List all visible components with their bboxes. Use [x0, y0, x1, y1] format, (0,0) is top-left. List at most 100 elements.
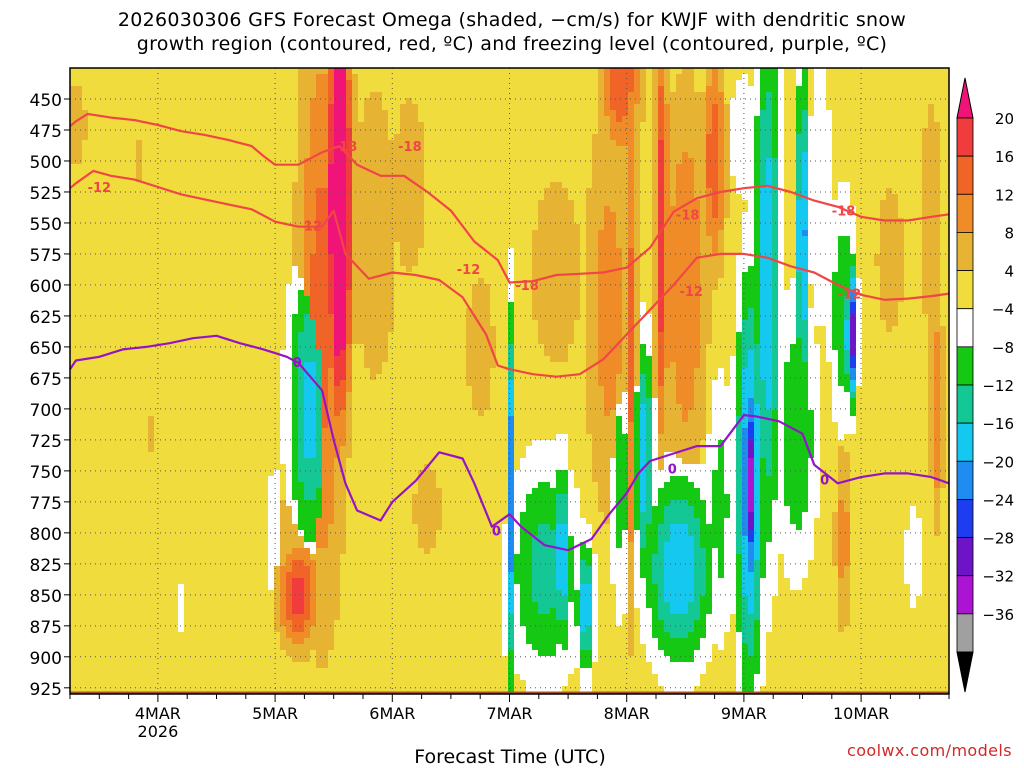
omega-cell	[112, 392, 118, 398]
omega-cell	[280, 206, 286, 212]
omega-cell	[310, 284, 316, 290]
omega-cell	[316, 632, 322, 638]
omega-cell	[214, 326, 220, 332]
omega-cell	[352, 98, 358, 104]
omega-cell	[238, 668, 244, 674]
omega-cell	[214, 188, 220, 194]
omega-cell	[76, 272, 82, 278]
omega-cell	[232, 140, 238, 146]
omega-cell	[310, 116, 316, 122]
omega-cell	[208, 554, 214, 560]
omega-cell	[340, 410, 346, 416]
omega-cell	[196, 452, 202, 458]
omega-cell	[154, 524, 160, 530]
omega-cell	[250, 626, 256, 632]
omega-cell	[346, 638, 352, 644]
omega-cell	[118, 356, 124, 362]
omega-cell	[154, 494, 160, 500]
omega-cell	[184, 644, 190, 650]
omega-cell	[220, 500, 226, 506]
omega-cell	[328, 410, 334, 416]
omega-cell	[172, 128, 178, 134]
omega-cell	[124, 686, 130, 692]
omega-cell	[322, 296, 328, 302]
omega-cell	[274, 128, 280, 134]
omega-cell	[178, 182, 184, 188]
omega-cell	[106, 524, 112, 530]
omega-cell	[226, 248, 232, 254]
omega-cell	[262, 488, 268, 494]
omega-cell	[70, 80, 76, 86]
omega-cell	[322, 110, 328, 116]
omega-cell	[178, 314, 184, 320]
omega-cell	[298, 302, 304, 308]
omega-cell	[166, 104, 172, 110]
omega-cell	[250, 224, 256, 230]
omega-cell	[118, 644, 124, 650]
omega-cell	[232, 128, 238, 134]
omega-cell	[88, 260, 94, 266]
omega-cell	[124, 374, 130, 380]
omega-cell	[256, 644, 262, 650]
omega-cell	[196, 140, 202, 146]
omega-cell	[352, 80, 358, 86]
omega-cell	[148, 146, 154, 152]
omega-cell	[142, 668, 148, 674]
omega-cell	[292, 566, 298, 572]
omega-cell	[322, 176, 328, 182]
omega-cell	[166, 128, 172, 134]
omega-cell	[208, 500, 214, 506]
omega-cell	[202, 608, 208, 614]
omega-cell	[106, 122, 112, 128]
omega-cell	[346, 506, 352, 512]
omega-cell	[124, 188, 130, 194]
omega-cell	[100, 620, 106, 626]
omega-cell	[124, 158, 130, 164]
omega-cell	[268, 638, 274, 644]
omega-cell	[106, 236, 112, 242]
omega-cell	[178, 212, 184, 218]
omega-cell	[142, 188, 148, 194]
omega-cell	[166, 284, 172, 290]
omega-cell	[322, 116, 328, 122]
omega-cell	[328, 332, 334, 338]
omega-cell	[70, 242, 76, 248]
omega-cell	[118, 398, 124, 404]
omega-cell	[118, 386, 124, 392]
omega-cell	[274, 308, 280, 314]
omega-cell	[70, 434, 76, 440]
omega-cell	[82, 554, 88, 560]
omega-cell	[352, 602, 358, 608]
omega-cell	[346, 632, 352, 638]
omega-cell	[136, 164, 142, 170]
omega-cell	[280, 326, 286, 332]
omega-cell	[280, 608, 286, 614]
omega-cell	[136, 374, 142, 380]
omega-cell	[208, 542, 214, 548]
omega-cell	[340, 668, 346, 674]
omega-cell	[250, 434, 256, 440]
omega-cell	[160, 224, 166, 230]
omega-cell	[118, 338, 124, 344]
omega-cell	[208, 308, 214, 314]
omega-cell	[148, 320, 154, 326]
omega-cell	[328, 476, 334, 482]
omega-cell	[358, 116, 364, 122]
omega-cell	[136, 212, 142, 218]
omega-cell	[316, 674, 322, 680]
omega-cell	[208, 188, 214, 194]
omega-cell	[220, 368, 226, 374]
omega-cell	[142, 518, 148, 524]
omega-cell	[184, 248, 190, 254]
omega-cell	[340, 326, 346, 332]
omega-cell	[76, 494, 82, 500]
omega-cell	[142, 236, 148, 242]
omega-cell	[250, 338, 256, 344]
omega-cell	[148, 548, 154, 554]
omega-cell	[226, 158, 232, 164]
omega-cell	[184, 656, 190, 662]
omega-cell	[262, 332, 268, 338]
omega-cell	[136, 152, 142, 158]
omega-cell	[142, 374, 148, 380]
omega-cell	[298, 152, 304, 158]
